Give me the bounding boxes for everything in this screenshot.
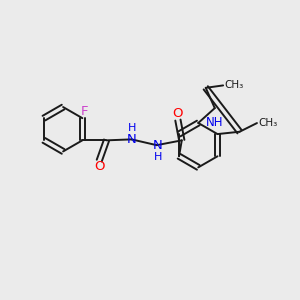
Text: CH₃: CH₃ <box>258 118 277 128</box>
Text: N: N <box>153 139 163 152</box>
Text: NH: NH <box>206 116 224 129</box>
Text: H: H <box>128 123 136 133</box>
Text: F: F <box>81 105 88 119</box>
Text: O: O <box>173 107 183 120</box>
Text: H: H <box>154 152 162 162</box>
Text: N: N <box>127 133 137 146</box>
Text: CH₃: CH₃ <box>224 80 243 90</box>
Text: O: O <box>94 160 104 173</box>
